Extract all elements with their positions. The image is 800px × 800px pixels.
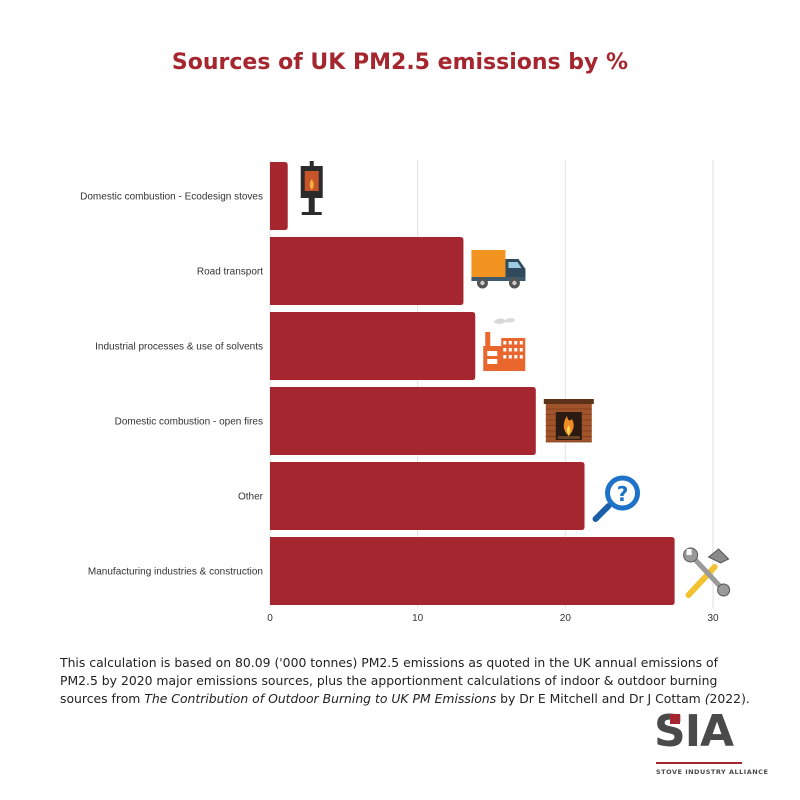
footnote-text-1: This calculation is based on 80.09 ('000… — [60, 655, 718, 706]
x-tick-label: 20 — [560, 613, 572, 624]
category-label: Manufacturing industries & construction — [88, 567, 263, 578]
tools-icon — [683, 547, 731, 598]
footnote-text-2: by Dr E Mitchell and Dr J Cottam — [496, 691, 705, 706]
x-tick-label: 30 — [707, 613, 719, 624]
fireplace-icon — [543, 399, 594, 443]
bar-chart: ? 0 10 20 30 Domestic combustion - Ecodesign… — [80, 160, 731, 624]
bar — [270, 387, 536, 455]
x-tick-label: 10 — [412, 613, 424, 624]
logo-subtitle: STOVE INDUSTRY ALLIANCE — [656, 768, 769, 776]
bar — [270, 537, 675, 605]
sia-logo: SIA STOVE INDUSTRY ALLIANCE — [640, 706, 768, 782]
stove-icon — [300, 161, 323, 215]
footnote-source-title: The Contribution of Outdoor Burning to U… — [144, 691, 497, 706]
footnote-text-3: 2022). — [709, 691, 750, 706]
x-tick-label: 0 — [267, 613, 273, 624]
truck-icon — [471, 250, 526, 289]
logo-letters: SIA — [654, 706, 734, 757]
factory-icon — [483, 318, 526, 371]
bar — [270, 237, 464, 305]
category-label: Road transport — [197, 267, 263, 278]
category-label: Industrial processes & use of solvents — [95, 342, 263, 353]
logo-dot — [670, 714, 680, 724]
logo-rule — [656, 762, 742, 764]
footnote-paren: ( — [704, 691, 710, 706]
bar — [270, 312, 476, 380]
category-label: Other — [238, 492, 264, 503]
bar — [270, 162, 288, 230]
magnifier-question-icon: ? — [592, 475, 641, 522]
category-label: Domestic combustion - open fires — [115, 417, 263, 428]
footnote: This calculation is based on 80.09 ('000… — [60, 654, 750, 708]
bar — [270, 462, 585, 530]
chart-title: Sources of UK PM2.5 emissions by % — [171, 50, 629, 75]
category-label: Domestic combustion - Ecodesign stoves — [80, 192, 263, 203]
svg-text:?: ? — [617, 482, 629, 506]
